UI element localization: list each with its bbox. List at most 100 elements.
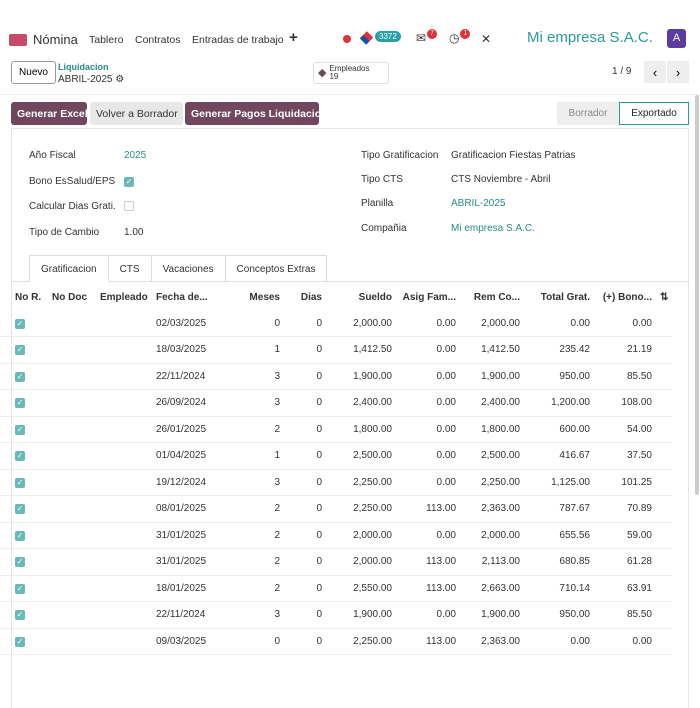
status-draft[interactable]: Borrador: [557, 102, 619, 125]
cell-empty: [656, 336, 673, 364]
cell-no-r[interactable]: ✓: [0, 442, 48, 470]
cell-no-r[interactable]: ✓: [0, 336, 48, 364]
column-header[interactable]: Dias: [300, 291, 322, 303]
table-row[interactable]: ✓ 31/01/2025 2 0 2,000.00 0.00 2,000.00 655.56 5…: [0, 522, 673, 549]
cell-no-r[interactable]: ✓: [0, 575, 48, 602]
row-checkbox[interactable]: ✓: [15, 636, 25, 647]
cell-empty: [48, 363, 96, 390]
scrollbar[interactable]: [695, 95, 699, 495]
table-row[interactable]: ✓ 01/04/2025 1 0 2,500.00 0.00 2,500.00 416.67 3…: [0, 442, 673, 470]
column-header[interactable]: No Doc: [52, 291, 87, 303]
activity-button[interactable]: ◷ 1: [449, 29, 471, 47]
table-row[interactable]: ✓ 26/09/2024 3 0 2,400.00 0.00 2,400.00 1,200.0…: [0, 389, 673, 417]
cell-no-r[interactable]: ✓: [0, 601, 48, 629]
generate-payments-button[interactable]: Generar Pagos Liquidacion: [185, 102, 328, 125]
year-field[interactable]: 2025: [124, 150, 147, 161]
row-checkbox[interactable]: ✓: [15, 504, 25, 515]
table-row[interactable]: ✓ 09/03/2025 0 0 2,250.00 113.00 2,363.00 0.00 0…: [0, 628, 673, 655]
company-field[interactable]: Mi empresa S.A.C.: [451, 223, 535, 234]
cell: 19/12/2024: [152, 469, 226, 496]
tipo-grat-field[interactable]: Gratificacion Fiestas Patrias: [451, 150, 576, 161]
rate-field[interactable]: 1.00: [124, 227, 144, 238]
tab-vacaciones[interactable]: Vacaciones: [151, 255, 226, 282]
row-checkbox[interactable]: ✓: [15, 424, 25, 435]
row-checkbox[interactable]: ✓: [15, 451, 25, 462]
cell: 2: [226, 416, 284, 443]
column-header[interactable]: Sueldo: [358, 291, 392, 303]
row-checkbox[interactable]: ✓: [15, 477, 25, 488]
row-checkbox[interactable]: ✓: [15, 530, 25, 541]
table-row[interactable]: ✓ 22/11/2024 3 0 1,900.00 0.00 1,900.00 950.00 8…: [0, 363, 673, 390]
nav-contratos[interactable]: Contratos: [135, 34, 181, 46]
column-header[interactable]: Fecha de...: [156, 291, 208, 303]
year-label: Año Fiscal: [29, 150, 76, 161]
cell-no-r[interactable]: ✓: [0, 310, 48, 337]
messages-button[interactable]: ✉ 7: [416, 29, 438, 47]
row-checkbox[interactable]: ✓: [15, 345, 25, 356]
row-checkbox[interactable]: ✓: [15, 318, 25, 329]
cell-no-r[interactable]: ✓: [0, 548, 48, 576]
cts-field[interactable]: CTS Noviembre - Abril: [451, 174, 551, 185]
column-header[interactable]: (+) Bono...: [602, 291, 652, 303]
table-row[interactable]: ✓ 19/12/2024 3 0 2,250.00 0.00 2,250.00 1,125.0…: [0, 469, 673, 496]
tab-cts[interactable]: CTS: [108, 255, 152, 282]
avatar[interactable]: A: [667, 29, 686, 48]
table-row[interactable]: ✓ 31/01/2025 2 0 2,000.00 113.00 2,113.00 680.8…: [0, 548, 673, 576]
row-checkbox[interactable]: ✓: [15, 583, 25, 594]
table-row[interactable]: ✓ 18/03/2025 1 0 1,412.50 0.00 1,412.50 235.42 2…: [0, 336, 673, 364]
employees-smart-button[interactable]: ◆ Empleados 19: [313, 62, 389, 84]
nav-tablero[interactable]: Tablero: [89, 34, 124, 46]
table-row[interactable]: ✓ 22/11/2024 3 0 1,900.00 0.00 1,900.00 950.00 8…: [0, 601, 673, 629]
cell-no-r[interactable]: ✓: [0, 469, 48, 496]
table-row[interactable]: ✓ 08/01/2025 2 0 2,250.00 113.00 2,363.00 787.6…: [0, 495, 673, 523]
gear-icon[interactable]: ⚙: [115, 74, 125, 85]
cell-no-r[interactable]: ✓: [0, 363, 48, 390]
cell-empty: [656, 310, 673, 337]
payroll-app-icon[interactable]: [9, 34, 27, 46]
count-pill[interactable]: 3372: [375, 31, 401, 42]
row-checkbox[interactable]: ✓: [15, 557, 25, 568]
nav-entradas-trabajo[interactable]: Entradas de trabajo: [192, 34, 284, 46]
tools-icon[interactable]: ✕: [481, 32, 492, 46]
cell-no-r[interactable]: ✓: [0, 495, 48, 523]
breadcrumb-parent[interactable]: Liquidacion: [58, 62, 109, 72]
bono-checkbox[interactable]: ✓: [124, 177, 134, 187]
generate-excel-button[interactable]: Generar Excel: [11, 102, 88, 125]
back-to-draft-button[interactable]: Volver a Borrador: [90, 102, 183, 125]
column-header[interactable]: Asig Fam...: [402, 291, 456, 303]
app-name[interactable]: Nómina: [33, 32, 78, 47]
new-button[interactable]: Nuevo: [11, 61, 56, 84]
tab-conceptos-extras[interactable]: Conceptos Extras: [225, 255, 328, 282]
company-label: Compañia: [361, 223, 407, 234]
status-exported[interactable]: Exportado: [619, 102, 689, 125]
cell: 1,412.50: [460, 336, 524, 364]
cell-empty: [48, 442, 96, 470]
planilla-field[interactable]: ABRIL-2025: [451, 198, 506, 209]
tab-gratificacion[interactable]: Gratificacion: [29, 255, 109, 282]
flag-icon[interactable]: [359, 31, 374, 45]
column-header[interactable]: Rem Co...: [473, 291, 520, 303]
column-settings-icon[interactable]: ⇅: [660, 291, 669, 303]
row-checkbox[interactable]: ✓: [15, 398, 25, 409]
cell-no-r[interactable]: ✓: [0, 522, 48, 549]
table-row[interactable]: ✓ 02/03/2025 0 0 2,000.00 0.00 2,000.00 0.00 0.0…: [0, 310, 673, 337]
calc-days-checkbox[interactable]: [124, 201, 134, 214]
plus-icon[interactable]: +: [289, 29, 298, 46]
cell-no-r[interactable]: ✓: [0, 628, 48, 655]
row-checkbox[interactable]: ✓: [15, 371, 25, 382]
prev-record-button[interactable]: ‹: [644, 61, 666, 83]
column-header[interactable]: Total Grat.: [540, 291, 590, 303]
table-row[interactable]: ✓ 26/01/2025 2 0 1,800.00 0.00 1,800.00 600.00 5…: [0, 416, 673, 443]
row-checkbox[interactable]: ✓: [15, 610, 25, 621]
cell: 0.00: [396, 310, 460, 337]
column-header[interactable]: Empleado: [100, 291, 148, 303]
cell-no-r[interactable]: ✓: [0, 416, 48, 443]
next-record-button[interactable]: ›: [667, 61, 689, 83]
table-row[interactable]: ✓ 18/01/2025 2 0 2,550.00 113.00 2,663.00 710.1…: [0, 575, 673, 602]
column-header[interactable]: Meses: [249, 291, 280, 303]
company-name[interactable]: Mi empresa S.A.C.: [527, 29, 653, 46]
cell-no-r[interactable]: ✓: [0, 389, 48, 417]
cell: 09/03/2025: [152, 628, 226, 655]
cell-empty: [96, 416, 152, 443]
column-header[interactable]: No R.: [15, 291, 42, 303]
